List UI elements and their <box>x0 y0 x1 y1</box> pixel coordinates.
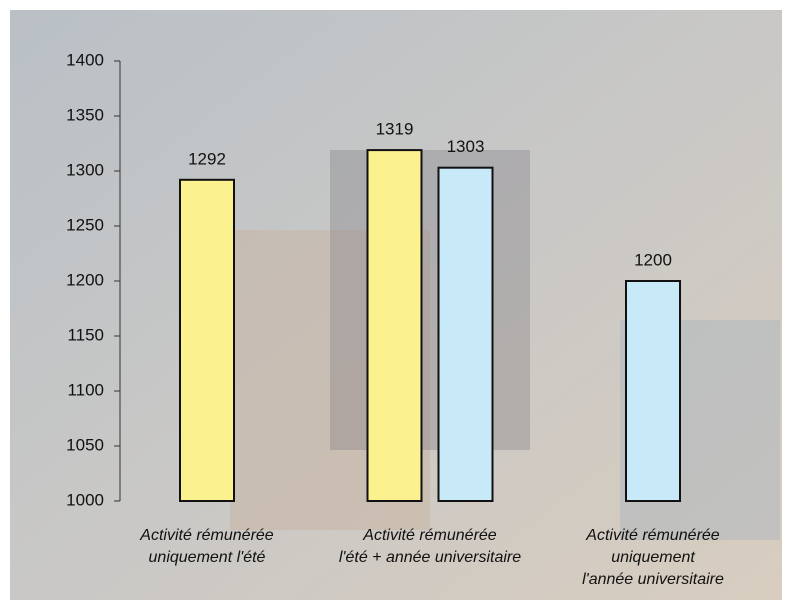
y-tick-label: 1400 <box>66 50 104 69</box>
photo-shape <box>330 150 530 450</box>
bar <box>439 168 493 501</box>
bar <box>626 281 680 501</box>
y-tick-label: 1000 <box>66 490 104 509</box>
y-tick-label: 1300 <box>66 160 104 179</box>
x-tick-label: Activité rémunérée <box>362 527 496 544</box>
chart: 1000 1050 1100 1150 1200 1250 1300 1350 1400 1292… <box>0 0 790 611</box>
x-tick-label: Activité rémunérée <box>585 527 719 544</box>
y-tick-label: 1150 <box>67 325 104 344</box>
x-tick-label: uniquement l'été <box>149 549 266 566</box>
value-label: 1292 <box>188 149 226 168</box>
y-tick-label: 1350 <box>66 105 104 124</box>
x-tick-label: Activité rémunérée <box>139 527 273 544</box>
y-tick-label: 1100 <box>67 380 104 399</box>
x-tick-label: uniquement <box>611 549 695 566</box>
y-tick-label: 1250 <box>66 215 104 234</box>
value-label: 1319 <box>376 120 414 139</box>
value-label: 1200 <box>634 250 672 269</box>
x-tick-label: l'année universitaire <box>582 571 724 588</box>
x-tick-label: l'été + année universitaire <box>339 549 521 566</box>
bar <box>180 180 234 501</box>
y-tick-label: 1050 <box>66 435 104 454</box>
y-tick-label: 1200 <box>66 270 104 289</box>
value-label: 1303 <box>447 137 485 156</box>
bar <box>368 150 422 501</box>
